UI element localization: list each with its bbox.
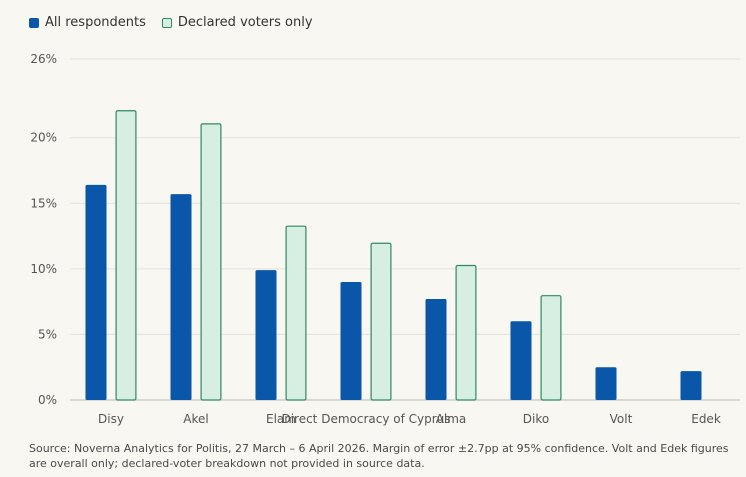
- bar-all-respondents: [255, 270, 277, 400]
- source-footnote: Source: Noverna Analytics for Politis, 2…: [29, 442, 729, 470]
- bar-all-respondents: [595, 367, 617, 400]
- y-tick-label: 26%: [30, 52, 57, 66]
- legend-swatch-all-respondents: [29, 17, 39, 28]
- x-tick-label: Disy: [98, 412, 124, 426]
- y-tick-label: 20%: [30, 131, 57, 145]
- legend-label-declared-voters: Declared voters only: [177, 15, 313, 30]
- bar-declared-voters: [540, 295, 562, 401]
- bar-all-respondents: [425, 299, 447, 400]
- bar-declared-voters: [370, 242, 392, 401]
- y-tick-label: 0%: [38, 393, 57, 407]
- bar-declared-voters: [455, 264, 477, 401]
- x-tick-label: Direct Democracy of Cyprus: [281, 412, 450, 426]
- bar-all-respondents: [85, 184, 107, 400]
- legend-label-all-respondents: All respondents: [45, 15, 146, 30]
- chart-legend: All respondents Declared voters only: [29, 15, 313, 30]
- x-tick-label: Volt: [610, 412, 633, 426]
- legend-item-declared-voters: Declared voters only: [161, 15, 313, 30]
- bar-all-respondents: [510, 321, 532, 400]
- bar-declared-voters: [200, 123, 222, 401]
- bar-declared-voters: [285, 225, 307, 401]
- y-tick-label: 5%: [38, 327, 57, 341]
- bar-all-respondents: [170, 194, 192, 400]
- x-tick-label: Edek: [691, 412, 721, 426]
- y-tick-label: 15%: [30, 196, 57, 210]
- legend-item-all-respondents: All respondents: [29, 15, 146, 30]
- bar-declared-voters: [115, 110, 137, 401]
- x-tick-label: Alma: [436, 412, 467, 426]
- x-tick-label: Diko: [523, 412, 549, 426]
- bar-all-respondents: [680, 371, 702, 400]
- x-tick-label: Akel: [183, 412, 208, 426]
- bar-all-respondents: [340, 281, 362, 400]
- y-tick-label: 10%: [30, 262, 57, 276]
- legend-swatch-declared-voters: [161, 17, 172, 28]
- x-tick-label: Elam: [266, 412, 296, 426]
